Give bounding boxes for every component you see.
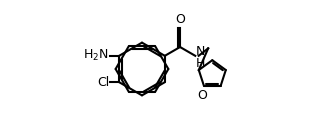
Text: N
H: N H bbox=[196, 45, 205, 70]
Text: H$_2$N: H$_2$N bbox=[84, 48, 109, 63]
Text: O: O bbox=[198, 89, 207, 102]
Text: Cl: Cl bbox=[97, 76, 109, 89]
Text: O: O bbox=[175, 13, 185, 26]
